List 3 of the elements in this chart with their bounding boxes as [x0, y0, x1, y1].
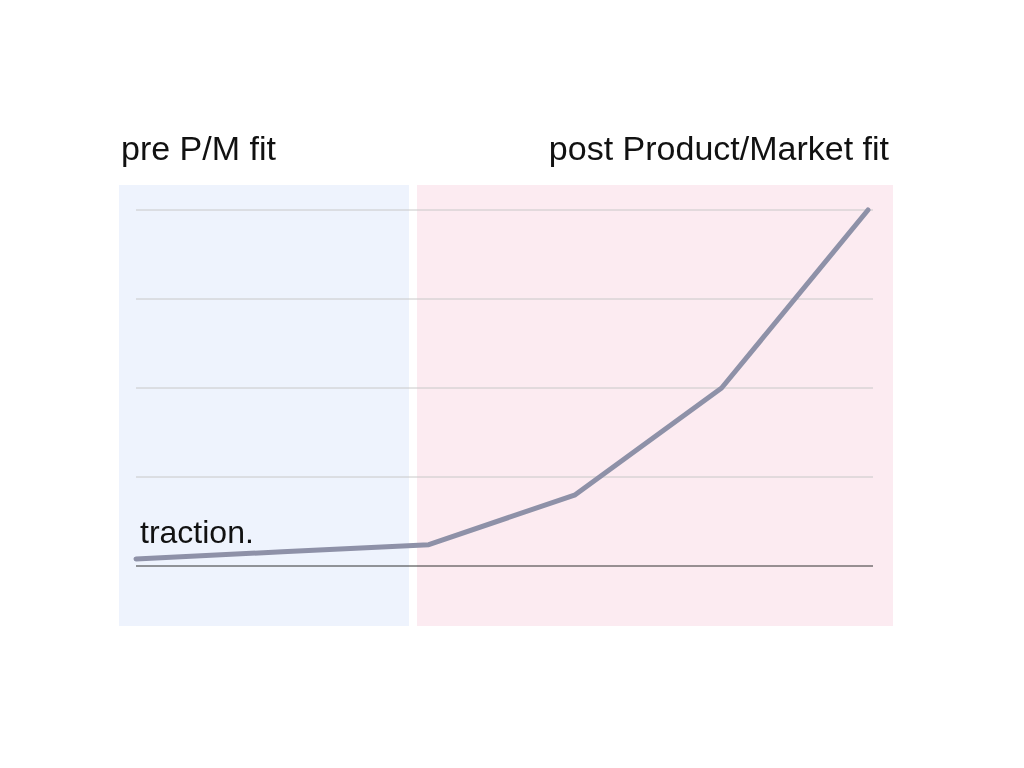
- series-label: traction.: [140, 513, 254, 550]
- text: pre P/M fit: [121, 129, 277, 167]
- text: post Product/Market fit: [548, 129, 890, 167]
